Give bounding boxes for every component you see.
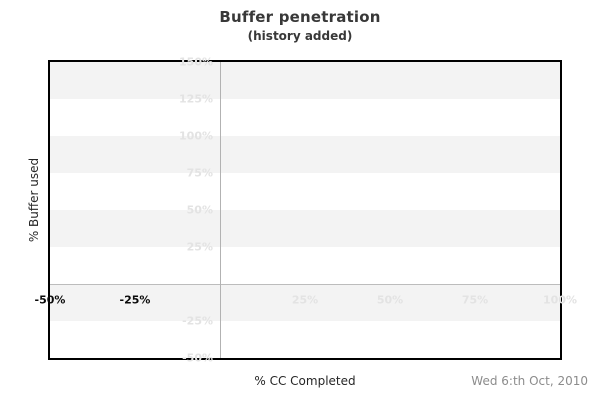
ticks-layer: 150% 125% 100% 75% 50% 25% -25% -50% -50% -25% 25%… (35, 57, 577, 364)
x-tick-label: -50% (34, 293, 66, 307)
y-tick-label: 125% (179, 92, 213, 106)
y-tick-label: 100% (179, 129, 213, 143)
y-tick-label: 75% (186, 166, 213, 180)
y-tick-label: 25% (186, 240, 213, 254)
x-tick-label: 100% (543, 293, 577, 307)
chart-title: Buffer penetration (219, 8, 381, 26)
x-zero-gridline (220, 62, 221, 358)
date-label: Wed 6:th Oct, 2010 (471, 374, 588, 388)
x-axis-title: % CC Completed (254, 374, 356, 388)
y-zero-gridline (50, 284, 560, 285)
plot-area: 150% 125% 100% 75% 50% 25% -25% -50% -50% -25% 25%… (35, 57, 577, 364)
y-tick-label: -50% (182, 351, 213, 365)
x-tick-label: 25% (291, 293, 319, 307)
y-tick-label: 50% (186, 203, 213, 217)
y-tick-label: 150% (179, 55, 213, 69)
chart-subtitle: (history added) (247, 29, 353, 43)
x-tick-label: -25% (119, 293, 151, 307)
x-tick-label: 50% (376, 293, 404, 307)
y-tick-label: -25% (182, 314, 213, 328)
x-tick-label: 75% (461, 293, 489, 307)
y-axis-title: % Buffer used (27, 157, 41, 243)
